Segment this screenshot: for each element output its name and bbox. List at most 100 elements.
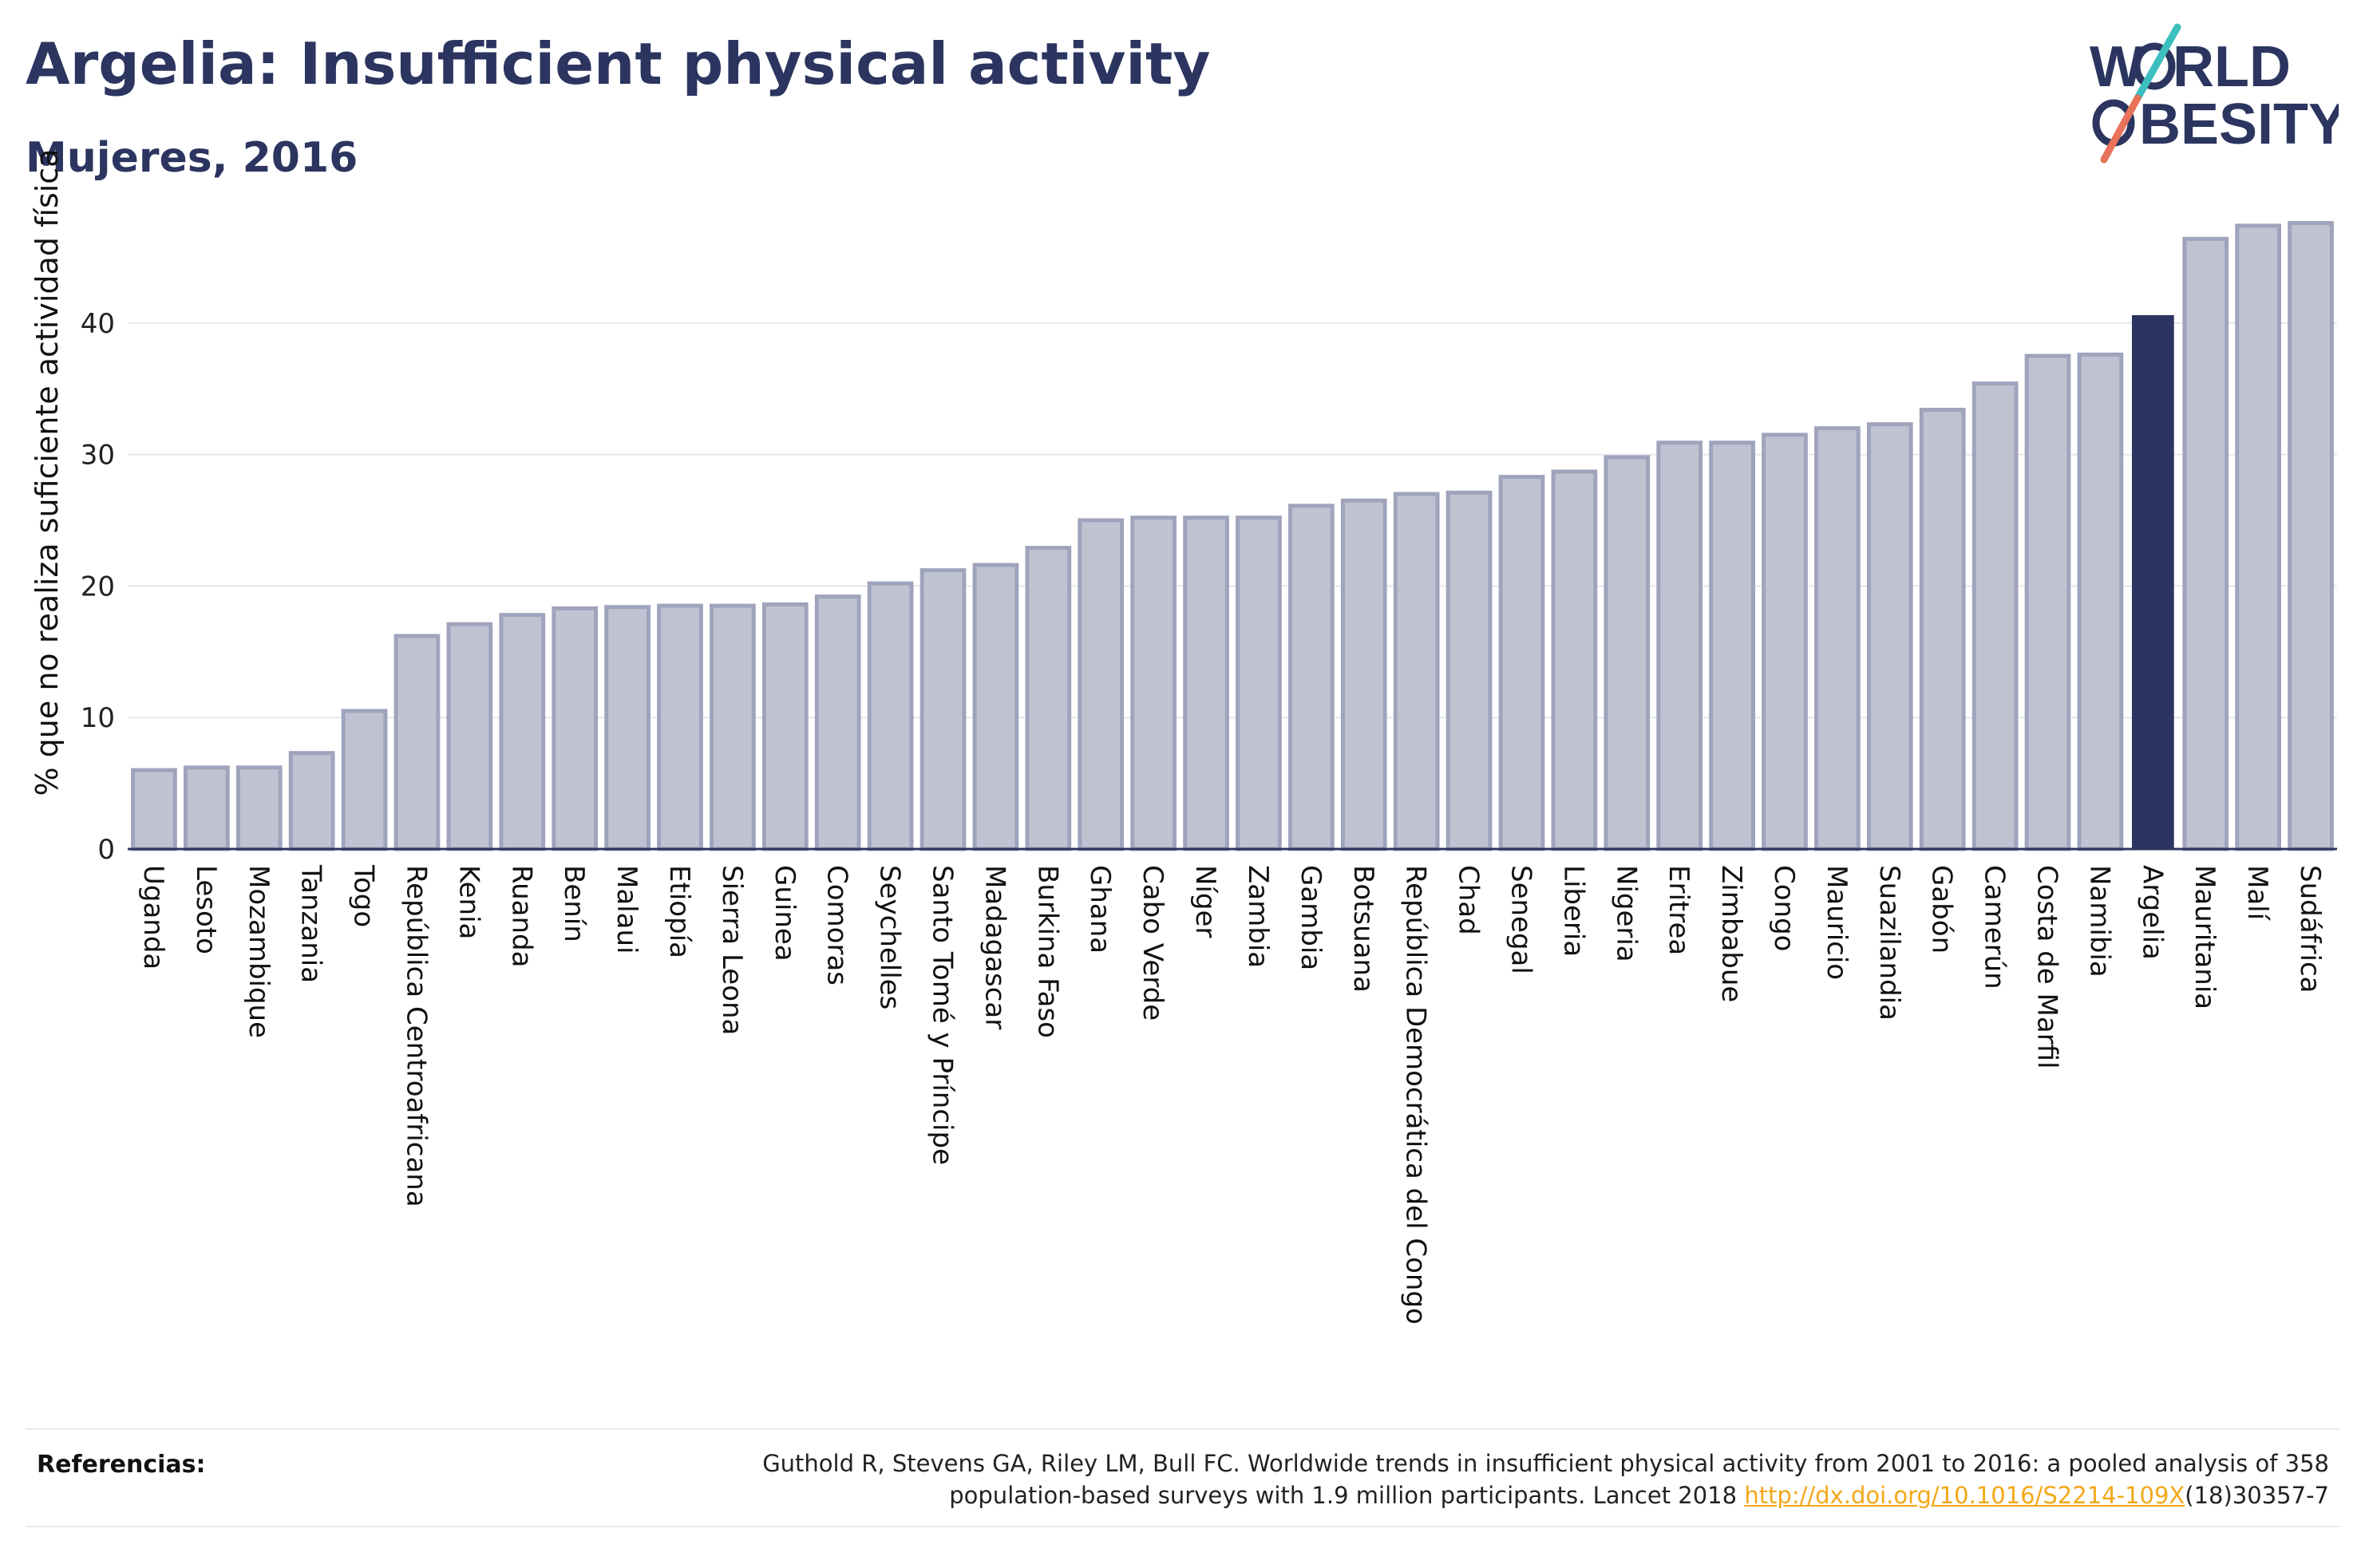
x-tick-label: Guinea bbox=[769, 865, 801, 962]
bar bbox=[1604, 455, 1651, 851]
bar bbox=[183, 765, 230, 851]
bar bbox=[1709, 440, 1755, 851]
x-tick-label: Zimbabue bbox=[1715, 865, 1747, 1002]
bar bbox=[2288, 221, 2334, 851]
logo-besity: BESITY bbox=[2139, 93, 2339, 156]
bar bbox=[2182, 236, 2229, 851]
bar-chart: 0 10 20 30 40 Uganda Lesoto Mozambique Tanzania T… bbox=[30, 149, 2337, 1325]
x-tick-label: Mozambique bbox=[243, 865, 275, 1038]
reference-suffix: (18)30357-7 bbox=[2185, 1482, 2329, 1509]
bar bbox=[1919, 408, 1966, 851]
bar bbox=[1445, 490, 1493, 851]
x-tick-label: Comoras bbox=[821, 865, 853, 985]
bar bbox=[657, 603, 703, 851]
x-tick-label: Sudáfrica bbox=[2294, 865, 2326, 993]
world-obesity-logo: W RLD BESITY bbox=[2090, 23, 2339, 164]
page-subtitle: Mujeres, 2016 bbox=[26, 134, 358, 182]
y-tick-label: 0 bbox=[97, 834, 115, 866]
x-tick-label: Argelia bbox=[2136, 865, 2168, 960]
x-tick-label: Congo bbox=[1768, 865, 1800, 951]
x-tick-label: Gabón bbox=[1926, 865, 1958, 954]
labels: 0 10 20 30 40 Uganda Lesoto Mozambique Tanzania T… bbox=[30, 149, 2326, 1325]
y-tick-label: 40 bbox=[81, 308, 115, 340]
x-tick-label: Eritrea bbox=[1663, 865, 1695, 955]
bar bbox=[761, 602, 809, 851]
bar bbox=[235, 765, 283, 851]
x-tick-label: Ghana bbox=[1084, 865, 1116, 954]
logo-slash-top bbox=[2134, 23, 2181, 102]
bar bbox=[1236, 515, 1282, 851]
x-tick-label: Tanzania bbox=[295, 864, 327, 983]
bar bbox=[288, 751, 335, 851]
x-tick-label: Mauritania bbox=[2189, 865, 2221, 1009]
x-tick-label: Gambia bbox=[1295, 865, 1327, 970]
bar bbox=[2077, 352, 2124, 851]
x-tick-label: República Democrática del Congo bbox=[1400, 865, 1432, 1325]
bar bbox=[1971, 381, 2019, 851]
x-tick-label: Mauricio bbox=[1821, 865, 1853, 980]
y-tick-label: 10 bbox=[81, 702, 115, 734]
bar bbox=[499, 613, 546, 851]
x-tick-label: Liberia bbox=[1557, 865, 1589, 957]
x-tick-label: Malí bbox=[2241, 865, 2273, 922]
bar bbox=[1078, 518, 1125, 851]
bar bbox=[446, 622, 493, 851]
bar bbox=[604, 605, 651, 851]
reference-line-2: population-based surveys with 1.9 millio… bbox=[949, 1482, 1745, 1509]
y-tick-label: 20 bbox=[81, 571, 115, 602]
x-tick-label: Chad bbox=[1453, 865, 1485, 935]
x-tick-label: Camerún bbox=[1979, 865, 2011, 989]
logo-slash-bottom bbox=[2100, 94, 2142, 164]
x-tick-label: Suazilandia bbox=[1873, 865, 1905, 1021]
bar bbox=[1393, 492, 1440, 851]
x-tick-label: Etiopía bbox=[663, 865, 695, 958]
x-tick-label: Uganda bbox=[137, 865, 169, 970]
x-tick-label: Madagascar bbox=[979, 865, 1010, 1029]
x-tick-label: Zambia bbox=[1242, 865, 1274, 968]
bar bbox=[2024, 353, 2071, 851]
y-tick-label: 30 bbox=[81, 440, 115, 472]
references-label: Referencias: bbox=[37, 1451, 206, 1479]
x-tick-label: Lesoto bbox=[190, 865, 222, 954]
x-tick-label: Namibia bbox=[2083, 865, 2115, 978]
x-tick-label: Burkina Faso bbox=[1031, 865, 1063, 1038]
bar bbox=[867, 581, 914, 851]
x-tick-label: Sierra Leona bbox=[716, 865, 748, 1035]
logo-o-top bbox=[2133, 42, 2176, 90]
bar bbox=[1340, 498, 1387, 851]
bar bbox=[1866, 422, 1913, 851]
x-tick-label: Cabo Verde bbox=[1137, 865, 1169, 1021]
bars bbox=[131, 221, 2334, 851]
bar bbox=[710, 603, 756, 851]
bar bbox=[919, 568, 967, 851]
bar bbox=[131, 768, 177, 851]
x-tick-label: Seychelles bbox=[874, 865, 906, 1009]
bar bbox=[2131, 314, 2174, 849]
bar bbox=[2235, 223, 2282, 851]
bar bbox=[1814, 426, 1861, 851]
x-tick-label: República Centroafricana bbox=[400, 865, 432, 1207]
page-title: Argelia: Insufficient physical activity bbox=[26, 30, 1211, 97]
x-tick-label: Santo Tomé y Príncipe bbox=[927, 865, 959, 1165]
x-tick-label: Costa de Marfil bbox=[2031, 865, 2063, 1069]
bar bbox=[1762, 432, 1808, 851]
x-tick-label: Botsuana bbox=[1347, 865, 1379, 993]
bar bbox=[341, 709, 388, 851]
reference-doi-link[interactable]: http://dx.doi.org/10.1016/S2214-109X bbox=[1744, 1482, 2185, 1509]
reference-line-1: Guthold R, Stevens GA, Riley LM, Bull FC… bbox=[762, 1450, 2329, 1477]
x-tick-label: Ruanda bbox=[505, 865, 537, 967]
references-panel: Referencias: Guthold R, Stevens GA, Rile… bbox=[26, 1428, 2340, 1527]
x-tick-label: Kenia bbox=[453, 865, 484, 939]
bar bbox=[552, 606, 599, 851]
bar bbox=[394, 634, 441, 851]
bar bbox=[1025, 546, 1072, 851]
logo-rld: RLD bbox=[2173, 35, 2291, 99]
x-tick-label: Togo bbox=[348, 864, 380, 927]
bar bbox=[1287, 504, 1335, 851]
x-tick-label: Senegal bbox=[1505, 865, 1536, 974]
references-text: Guthold R, Stevens GA, Riley LM, Bull FC… bbox=[493, 1448, 2329, 1511]
x-tick-label: Nigeria bbox=[1610, 865, 1642, 962]
bar bbox=[1183, 515, 1229, 851]
bar bbox=[972, 563, 1019, 851]
y-axis-label: % que no realiza suficiente actividad fí… bbox=[30, 149, 65, 796]
